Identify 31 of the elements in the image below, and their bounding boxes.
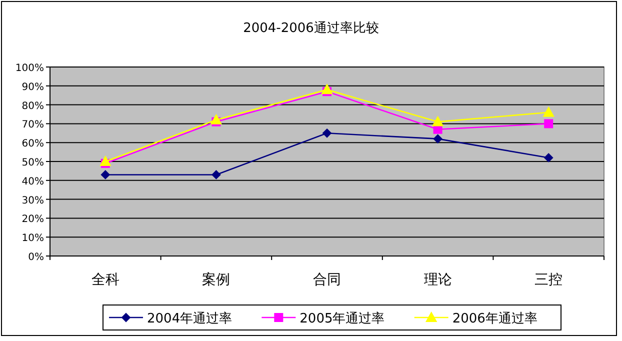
y-tick-label: 50% xyxy=(22,158,44,168)
x-tick-label: 理论 xyxy=(424,272,452,288)
point xyxy=(544,119,554,128)
y-tick-label: 60% xyxy=(22,138,44,150)
y-tick-label: 0% xyxy=(28,252,44,263)
y-tick-label: 40% xyxy=(22,176,44,188)
x-tick-label: 全科 xyxy=(91,272,120,288)
point xyxy=(543,106,554,117)
x-tick-label: 三控 xyxy=(534,272,563,288)
point xyxy=(322,84,332,94)
y-tick-label: 10% xyxy=(22,233,44,244)
y-tick-label: 90% xyxy=(22,82,44,93)
legend-label: 2005年通过率 xyxy=(300,310,385,326)
point xyxy=(544,153,554,162)
x-tick-label: 案例 xyxy=(202,271,230,288)
y-tick-label: 20% xyxy=(22,214,44,226)
legend-label: 2004年通过率 xyxy=(147,310,232,326)
x-tick-label: 合同 xyxy=(313,272,341,288)
point xyxy=(433,134,442,144)
y-tick-label: 30% xyxy=(22,195,44,206)
point xyxy=(100,156,111,166)
chart-title: 2004-2006通过率比较 xyxy=(243,20,379,36)
legend-label: 2006年通过率 xyxy=(452,310,538,326)
y-tick-label: 100% xyxy=(15,63,44,74)
point xyxy=(100,170,110,180)
y-tick-label: 80% xyxy=(22,100,44,112)
point xyxy=(432,116,444,126)
point xyxy=(210,114,222,124)
y-tick-label: 70% xyxy=(22,120,44,131)
point xyxy=(322,128,332,138)
point xyxy=(212,170,221,180)
